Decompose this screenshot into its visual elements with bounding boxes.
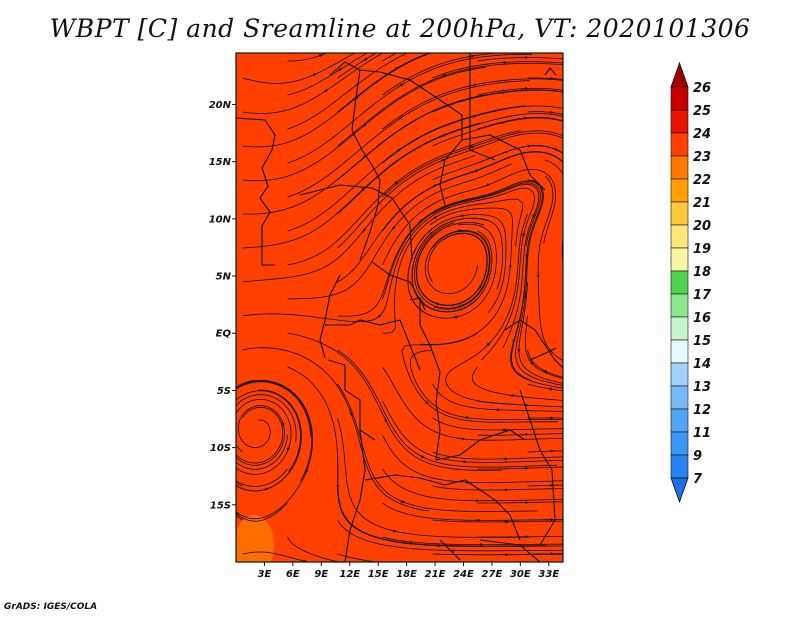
colorbar-swatch	[671, 202, 688, 225]
colorbar-swatch	[671, 156, 688, 179]
streamline-arrow	[231, 402, 234, 406]
lon-label: 30E	[510, 569, 531, 580]
colorbar-label: 12	[693, 403, 711, 418]
warm-patch	[234, 515, 274, 575]
colorbar-swatch	[671, 340, 688, 363]
colorbar-swatch	[671, 225, 688, 248]
colorbar-label: 11	[693, 426, 711, 441]
lat-label: 20N	[209, 100, 232, 111]
lon-label: 3E	[258, 569, 272, 580]
colorbar-swatch	[671, 455, 688, 478]
lon-label: 27E	[482, 569, 503, 580]
lon-label: 18E	[396, 569, 417, 580]
colorbar-swatch	[671, 317, 688, 340]
colorbar-top-arrow	[671, 63, 688, 87]
colorbar-label: 22	[693, 173, 711, 188]
lat-label: 15S	[210, 500, 231, 511]
colorbar-label: 21	[693, 196, 711, 211]
colorbar-swatch	[671, 110, 688, 133]
lon-label: 6E	[286, 569, 300, 580]
colorbar-label: 16	[693, 311, 711, 326]
lon-label: 15E	[368, 569, 389, 580]
colorbar-label: 26	[693, 81, 711, 96]
colorbar-label: 13	[693, 380, 711, 395]
colorbar-swatch	[671, 179, 688, 202]
colorbar-label: 14	[693, 357, 711, 372]
longitude-axis: 3E 6E 9E 12E 15E 18E 21E 24E 27E 30E 33E	[258, 562, 560, 580]
colorbar-label: 9	[693, 449, 702, 464]
footer-credit: GrADS: IGES/COLA	[4, 602, 97, 612]
lat-label: 10S	[210, 443, 231, 454]
lat-label: 15N	[209, 157, 232, 168]
streamline	[572, 231, 574, 261]
colorbar-label: 20	[693, 219, 711, 234]
streamline-arrow	[548, 112, 553, 113]
colorbar-label: 15	[693, 334, 711, 349]
colorbar-swatch	[671, 432, 688, 455]
colorbar-swatch	[671, 87, 688, 110]
colorbar-swatch	[671, 248, 688, 271]
colorbar-swatch	[671, 133, 688, 156]
lat-label: EQ	[216, 329, 232, 340]
lat-label: 10N	[209, 214, 232, 225]
colorbar-swatch	[671, 409, 688, 432]
colorbar-swatch	[671, 294, 688, 317]
lon-label: 21E	[425, 569, 446, 580]
streamline-arrow	[564, 224, 565, 229]
streamline-arrow	[216, 408, 218, 413]
colorbar-label: 18	[693, 265, 711, 280]
lon-label: 33E	[538, 569, 559, 580]
colorbar: 26 25 24 23 22 21 20 19 18 17 16 15 14 13 12 11 9 7	[671, 63, 712, 502]
lat-label: 5S	[217, 386, 231, 397]
lon-label: 24E	[453, 569, 474, 580]
colorbar-label: 24	[693, 127, 711, 142]
latitude-axis: 20N 15N 10N 5N EQ 5S 10S 15S	[209, 100, 236, 511]
streamline-arrow	[400, 49, 405, 51]
streamline	[568, 197, 575, 281]
lon-label: 12E	[339, 569, 360, 580]
streamline-arrow	[525, 293, 526, 298]
streamline-arrow	[218, 496, 221, 500]
colorbar-swatch	[671, 386, 688, 409]
colorbar-label: 7	[693, 472, 703, 487]
colorbar-label: 23	[693, 150, 711, 165]
colorbar-label: 25	[693, 104, 711, 119]
colorbar-bottom-arrow	[671, 478, 688, 502]
colorbar-swatch	[671, 363, 688, 386]
lat-label: 5N	[216, 272, 232, 283]
lon-label: 9E	[314, 569, 328, 580]
colorbar-label: 17	[693, 288, 712, 303]
colorbar-label: 19	[693, 242, 711, 257]
colorbar-swatch	[671, 271, 688, 294]
